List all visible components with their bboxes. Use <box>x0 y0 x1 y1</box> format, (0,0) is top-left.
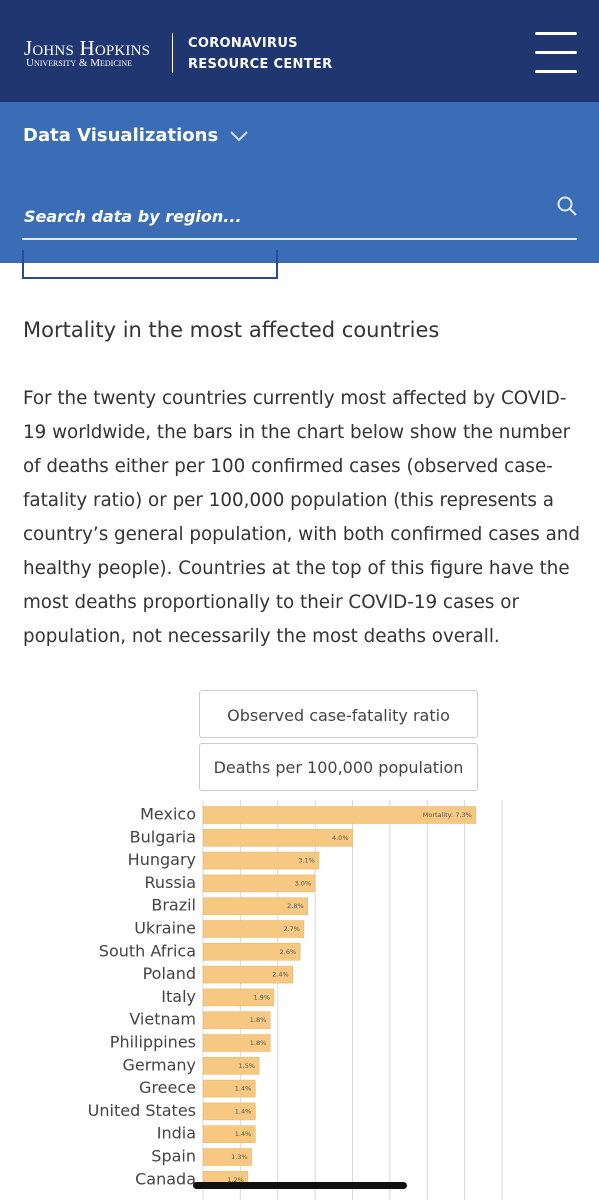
value-label: 1.8% <box>250 1039 267 1047</box>
value-label: 1.9% <box>253 993 270 1001</box>
value-label: 1.5% <box>239 1062 256 1070</box>
search-underline <box>22 238 577 240</box>
category-label: Vietnam <box>129 1010 196 1029</box>
section-dropdown[interactable]: Data Visualizations <box>23 125 219 146</box>
menu-icon[interactable] <box>535 32 577 35</box>
value-label: 1.2% <box>227 1176 244 1184</box>
category-label: Hungary <box>128 850 196 869</box>
value-label: 2.8% <box>287 902 304 910</box>
bar <box>202 965 293 984</box>
section-heading: Mortality in the most affected countries <box>23 318 440 342</box>
value-label: 1.4% <box>235 1130 252 1138</box>
category-label: Bulgaria <box>130 827 196 846</box>
value-label: 3.0% <box>295 879 312 887</box>
paragraph: For the twenty countries currently most … <box>23 388 580 647</box>
toggle-button[interactable]: Observed case-fatality ratio <box>199 690 478 738</box>
search-input[interactable]: Search data by region... <box>24 207 242 226</box>
value-label: 1.4% <box>235 1107 252 1115</box>
category-label: Philippines <box>110 1033 196 1052</box>
category-label: Italy <box>161 987 196 1006</box>
logo-subtitle[interactable]: University & Medicine <box>26 57 132 69</box>
category-label: Greece <box>139 1078 196 1097</box>
category-label: India <box>157 1124 196 1143</box>
bar <box>202 897 308 915</box>
value-label: 1.4% <box>235 1085 252 1093</box>
bar-chart: Mexico Mortality: 7.3% Bulgaria 4.0% Hungary… <box>88 800 503 1200</box>
category-label: Brazil <box>151 896 196 915</box>
menu-icon[interactable] <box>535 70 577 73</box>
category-label: Mexico <box>140 805 196 824</box>
bar <box>202 806 477 824</box>
category-label: Poland <box>143 964 196 983</box>
bar <box>202 1011 271 1029</box>
bar <box>202 1148 252 1166</box>
menu-icon[interactable] <box>535 51 577 54</box>
site-header: Johns Hopkins University & Medicine CORO… <box>0 0 599 102</box>
site-name[interactable]: CORONAVIRUS <box>188 36 298 51</box>
bar <box>202 1102 256 1121</box>
value-label: 2.7% <box>283 925 300 933</box>
value-label: 1.3% <box>231 1153 248 1161</box>
bar <box>202 1125 256 1143</box>
search-icon[interactable] <box>556 195 578 217</box>
bar <box>202 874 316 893</box>
bar <box>202 1057 260 1075</box>
separator <box>172 33 173 73</box>
bar <box>202 943 301 961</box>
category-label: Ukraine <box>134 919 196 938</box>
bar <box>202 920 305 938</box>
category-label: United States <box>88 1101 196 1120</box>
bar <box>202 1034 271 1052</box>
category-label: Canada <box>135 1169 196 1188</box>
category-label: Spain <box>151 1147 196 1166</box>
category-label: South Africa <box>99 941 196 960</box>
value-label: 4.0% <box>332 834 349 842</box>
toggle-button[interactable]: Deaths per 100,000 population <box>199 743 478 791</box>
value-label: 1.8% <box>250 1016 267 1024</box>
bar <box>202 829 353 847</box>
tab-box <box>22 250 278 279</box>
bar <box>202 988 275 1007</box>
nav-bar: Data Visualizations Search data by regio… <box>0 102 599 263</box>
chevron[interactable] <box>230 130 248 142</box>
site-name[interactable]: RESOURCE CENTER <box>188 57 333 72</box>
category-label: Russia <box>145 873 196 892</box>
bar <box>202 851 320 870</box>
logo-name[interactable]: Johns Hopkins <box>24 36 151 60</box>
home-indicator <box>193 1182 407 1189</box>
category-label: Germany <box>122 1055 196 1074</box>
value-label: Mortality: 7.3% <box>423 811 472 819</box>
bar <box>202 1079 256 1098</box>
value-label: 3.1% <box>298 857 315 865</box>
value-label: 2.6% <box>280 948 297 956</box>
value-label: 2.4% <box>272 971 289 979</box>
